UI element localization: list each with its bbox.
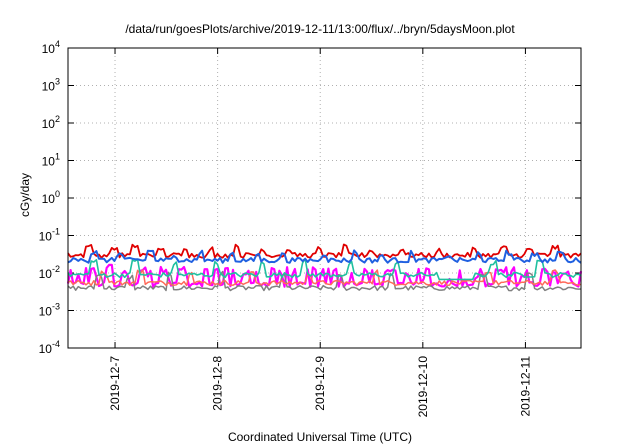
y-tick-label: 103 xyxy=(42,77,60,94)
x-tick-label: 2019-12-10 xyxy=(416,356,430,418)
x-tick-label: 2019-12-9 xyxy=(313,356,327,411)
series-line-3 xyxy=(67,269,582,287)
x-axis-label: Coordinated Universal Time (UTC) xyxy=(227,430,413,444)
y-axis-label: cGy/day xyxy=(18,172,32,218)
y-tick-label: 104 xyxy=(42,39,60,56)
y-tick-label: 100 xyxy=(42,189,60,206)
x-tick-label: 2019-12-7 xyxy=(108,356,122,411)
plot-frame xyxy=(67,47,582,349)
y-tick-label: 10-3 xyxy=(39,302,60,319)
series-line-6 xyxy=(67,249,582,264)
y-tick-label: 101 xyxy=(42,152,60,169)
y-tick-label: 10-2 xyxy=(39,264,60,281)
y-tick-label: 10-4 xyxy=(39,339,60,356)
y-tick-label: 102 xyxy=(42,114,60,131)
series-line-1 xyxy=(66,263,583,288)
x-tick-label: 2019-12-11 xyxy=(518,356,532,417)
x-tick-label: 2019-12-8 xyxy=(211,356,225,411)
chart-title: /data/run/goesPlots/archive/2019-12-11/1… xyxy=(125,22,515,36)
y-tick-label: 10-1 xyxy=(39,227,60,244)
series-line-2 xyxy=(67,270,582,292)
series-line-4 xyxy=(67,257,582,281)
